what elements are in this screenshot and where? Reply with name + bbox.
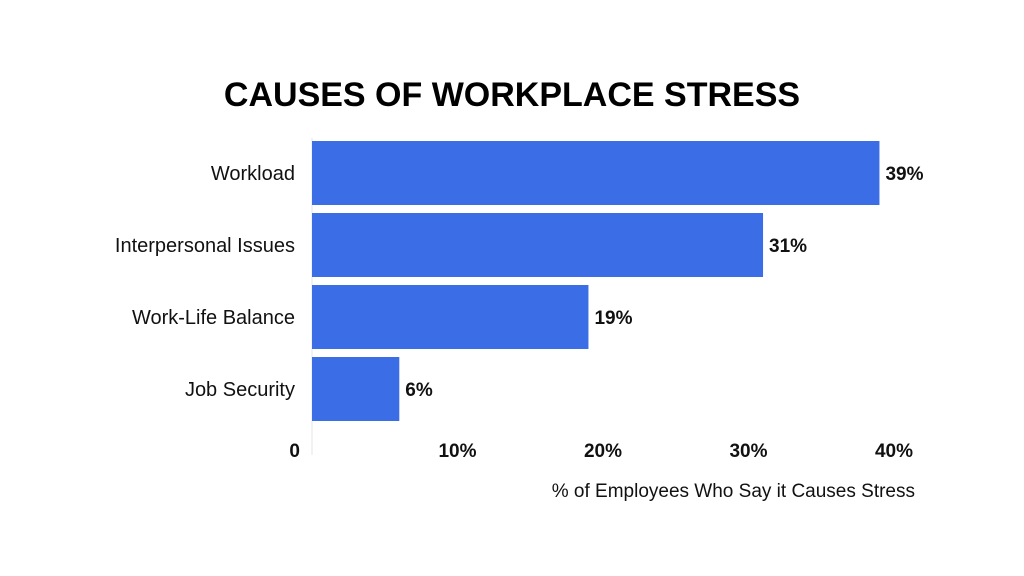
bar-1 [312,213,764,277]
x-tick-label: 40% [875,441,913,462]
value-label: 31% [769,236,807,257]
value-label: 6% [405,380,433,401]
category-label: Interpersonal Issues [115,235,295,257]
bar-3 [312,357,400,421]
x-tick-label: 20% [584,441,622,462]
category-label: Work-Life Balance [132,307,295,329]
value-label: 19% [594,308,632,329]
category-labels: Workload Interpersonal Issues Work-Life Ba… [115,163,295,401]
x-tick-label: 10% [438,441,476,462]
bar-2 [312,285,589,349]
x-tick-label: 0 [289,441,300,462]
x-axis-label: % of Employees Who Say it Causes Stress [552,481,915,502]
category-label: Workload [211,163,295,185]
x-axis-ticks: 0 10% 20% 30% 40% [289,441,913,462]
value-label: 39% [885,164,923,185]
x-tick-label: 30% [729,441,767,462]
category-label: Job Security [185,379,295,401]
chart-title: CAUSES OF WORKPLACE STRESS [224,76,800,114]
bar-0 [312,141,880,205]
bars-group [312,141,880,421]
value-labels: 39% 31% 19% 6% [405,164,923,401]
